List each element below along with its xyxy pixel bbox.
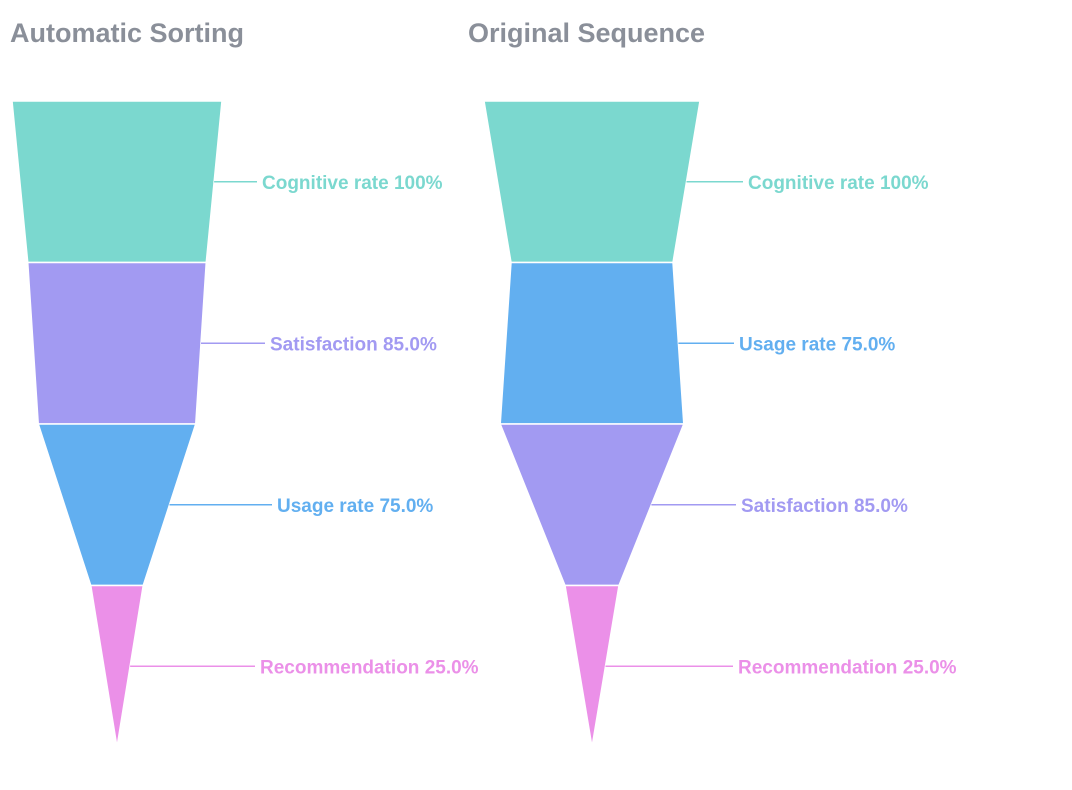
chart-title-automatic-sorting: Automatic Sorting — [10, 18, 244, 48]
funnel-original-sequence: Cognitive rate 100% Usage rate 75.0% Satis… — [483, 100, 957, 748]
data-label-cognitive-rate: Cognitive rate 100% — [748, 173, 929, 194]
data-label-satisfaction: Satisfaction 85.0% — [270, 334, 437, 355]
data-label-usage-rate: Usage rate 75.0% — [277, 496, 433, 517]
data-label-recommendation: Recommendation 25.0% — [260, 657, 479, 678]
funnel-segment-usage-rate — [499, 261, 685, 425]
funnel-segment-cognitive-rate — [11, 100, 223, 264]
data-label-usage-rate: Usage rate 75.0% — [739, 334, 895, 355]
funnel-segment-satisfaction — [26, 261, 208, 425]
funnel-segment-cognitive-rate — [483, 100, 701, 264]
chart-title-original-sequence: Original Sequence — [468, 18, 705, 48]
data-label-cognitive-rate: Cognitive rate 100% — [262, 173, 443, 194]
funnel-automatic-sorting: Cognitive rate 100% Satisfaction 85.0% Usa… — [11, 100, 479, 748]
data-label-satisfaction: Satisfaction 85.0% — [741, 496, 908, 517]
data-label-recommendation: Recommendation 25.0% — [738, 657, 957, 678]
